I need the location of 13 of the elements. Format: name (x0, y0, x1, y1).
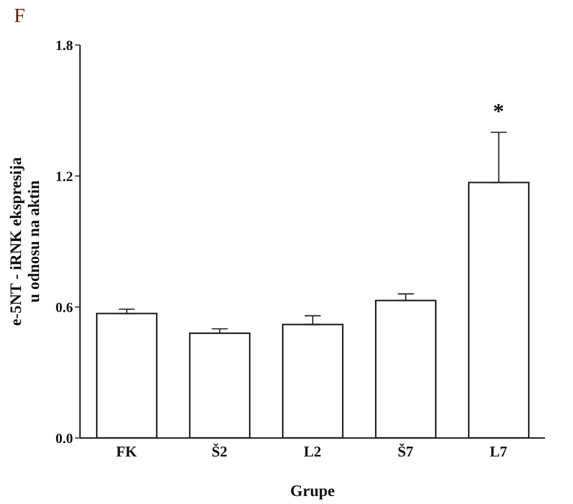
x-tick-label: L7 (490, 444, 508, 461)
y-tick-label: 1.2 (56, 170, 73, 185)
annotation: * (493, 98, 504, 124)
y-tick-label: 0.6 (56, 300, 73, 316)
x-tick-label: Š2 (212, 442, 228, 461)
x-tick-label: FK (116, 444, 138, 461)
x-tick-label: Š7 (398, 442, 414, 461)
x-tick-label: L2 (304, 444, 322, 461)
text: F (14, 5, 26, 27)
y-tick-label: 1.8 (56, 38, 73, 54)
y-axis-title: e-5NT - iRNK ekspresija u odnosu na aktin (8, 157, 43, 326)
y-tick-label: 0.0 (56, 432, 73, 447)
x-axis-title: Grupe (290, 483, 335, 500)
